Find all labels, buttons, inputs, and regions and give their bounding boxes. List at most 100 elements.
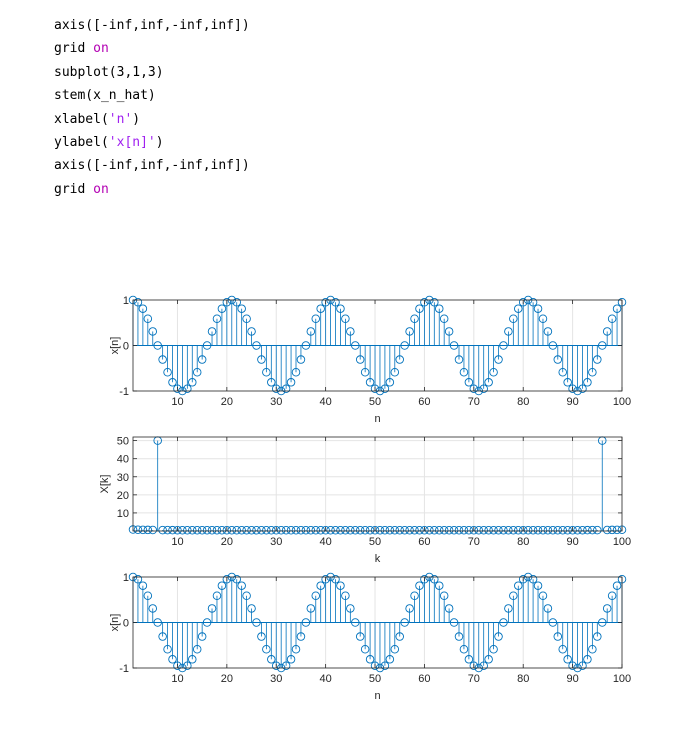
stem-marker [271,661,281,671]
stem-marker [533,304,543,313]
code-line: axis([-inf,inf,-inf,inf]) [54,14,250,37]
x-axis-label: n [374,413,380,425]
stem-marker [311,591,321,601]
code-line: stem(x_n_hat) [54,84,250,107]
code-token: 'x[n]' [108,134,156,150]
stem-marker [395,632,404,641]
code-token: stem(x_n_hat) [54,88,156,104]
stem-marker [321,526,330,535]
code-token: xlabel( [54,111,109,127]
stem-marker [370,661,380,671]
stem-marker [257,632,266,641]
x-tick-label: 10 [171,396,183,408]
stem-marker [168,378,177,387]
stem-marker [489,526,498,535]
stem-marker [548,341,558,350]
x-tick-label: 90 [566,673,578,685]
x-tick-label: 30 [270,536,282,548]
stem-marker [237,581,246,590]
stem-marker [143,525,153,535]
stem-marker [454,355,464,364]
x-tick-label: 20 [221,396,233,408]
stem-marker [183,661,192,671]
stem-marker [138,525,148,535]
x-tick-label: 100 [613,396,631,408]
stem-marker [602,327,612,336]
y-tick-label: -1 [119,663,129,675]
stem-marker [380,526,390,535]
stem-marker [148,525,158,535]
code-line: grid on [54,37,250,60]
stem-marker [346,526,355,535]
stem-marker [568,525,577,535]
stem-marker [212,526,222,535]
stem-marker [602,604,612,613]
stem-marker [183,384,192,394]
stem-marker [143,314,153,324]
stem-marker [247,604,256,613]
stem-marker [341,526,350,535]
stem-marker [360,526,370,535]
code-token: ylabel( [54,134,109,150]
stem-marker [351,341,360,350]
stem-marker [341,314,350,324]
x-tick-label: 80 [517,673,529,685]
stem-marker [306,604,316,613]
x-tick-label: 100 [613,536,631,548]
stem-marker [543,526,553,535]
code-token: axis([-inf,inf,-inf,inf]) [54,18,250,33]
stem-marker [518,297,528,307]
stem-marker [207,604,217,613]
stem-marker [262,367,271,377]
stem-marker [509,526,518,535]
stem-marker [183,525,192,535]
stem-marker [444,327,454,336]
stem-marker [232,297,241,307]
stem-marker [459,526,469,535]
stem-marker [252,526,261,535]
stem-marker [276,526,286,535]
stem-marker [479,384,488,394]
stem-marker [489,367,498,377]
stem-marker [316,581,325,590]
stem-marker [207,526,217,535]
stem-marker [306,526,316,535]
stem-marker [133,574,143,584]
code-token: on [93,181,109,197]
stem-marker [158,525,167,535]
stem-plot-1: 10 20 30 40 50 60 70 80 90 100 -1 0 1 n x[n] [109,295,631,425]
stem-marker [202,618,212,627]
stem-marker [370,384,380,394]
stem-marker [267,526,276,535]
stem-marker [533,526,543,535]
stem-marker [291,367,301,377]
stem-marker [469,661,479,671]
x-tick-label: 80 [517,536,529,548]
stem-marker [375,526,385,535]
stem-marker [192,644,202,654]
stem-marker [405,526,414,535]
stem-marker [528,297,538,307]
stem-marker [281,384,291,394]
stem-marker [202,341,212,350]
stem-marker [148,327,158,336]
y-axis-label: x[n] [109,337,121,355]
y-tick-label: -1 [119,386,129,398]
stem-marker [410,526,419,535]
stem-marker [469,384,479,394]
y-tick-label: 1 [123,572,129,584]
stem-marker [583,525,592,535]
stem-marker [509,314,518,324]
stem-marker [400,341,409,350]
stem-marker [222,526,232,535]
stem-marker [168,525,177,535]
stem-marker [262,526,271,535]
stem-marker [316,526,325,535]
stem-marker [523,526,533,535]
stem-marker [444,604,454,613]
code-editor[interactable]: axis([-inf,inf,-inf,inf]) grid on subplot(… [54,14,250,201]
stem-marker [173,384,182,394]
stem-marker [257,526,266,535]
stem-marker [331,297,340,307]
stem-marker [242,314,251,324]
